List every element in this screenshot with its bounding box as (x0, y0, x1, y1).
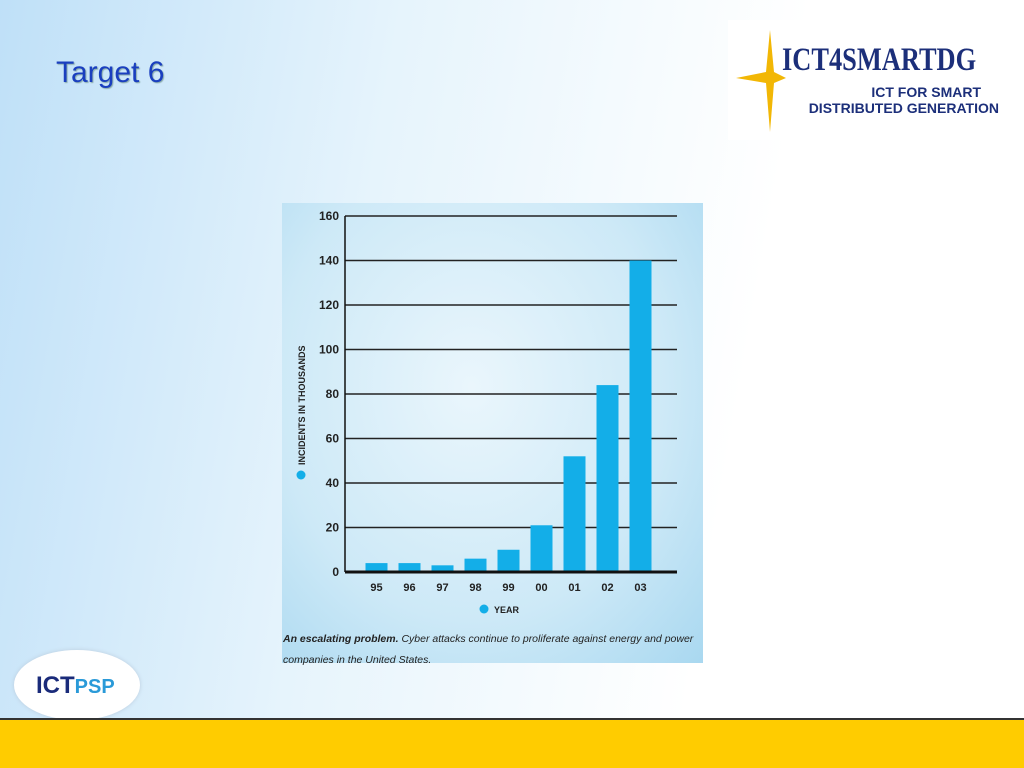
bar (398, 563, 421, 572)
y-tick-label: 80 (326, 387, 340, 401)
y-tick-label: 160 (319, 209, 339, 223)
footer-logo-text: ICTPSP (36, 672, 115, 700)
y-axis-label: INCIDENTS IN THOUSANDS (297, 345, 307, 465)
x-tick-label: 97 (436, 582, 448, 594)
logo-line: ICT FOR SMART (871, 84, 981, 100)
y-tick-label: 40 (326, 476, 340, 490)
footer-logo: ICTPSP (14, 650, 140, 720)
caption: An escalating problem. Cyber attacks con… (283, 629, 703, 671)
logo-line: DISTRIBUTED GENERATION (808, 100, 999, 116)
x-tick-label: 99 (502, 582, 514, 594)
bar (464, 558, 487, 572)
bar (563, 456, 586, 572)
caption-lead: An escalating problem. (283, 633, 399, 645)
logo-name: ICT4SMARTDG (782, 42, 977, 78)
x-tick-label: 00 (535, 582, 547, 594)
bar (596, 385, 619, 572)
y-tick-label: 0 (332, 565, 339, 579)
bar (497, 549, 520, 572)
legend-dot (479, 604, 489, 614)
y-tick-label: 120 (319, 298, 339, 312)
y-tick-label: 140 (319, 254, 339, 268)
logo: ICT4SMARTDG ICT FOR SMART DISTRIBUTED GE… (728, 20, 1005, 140)
footer-logo-part: PSP (74, 676, 115, 698)
legend-dot (296, 470, 306, 480)
y-tick-label: 60 (326, 432, 340, 446)
y-tick-label: 100 (319, 343, 339, 357)
x-tick-label: 03 (634, 582, 646, 594)
x-tick-label: 01 (568, 582, 580, 594)
x-tick-label: 98 (469, 582, 481, 594)
footer-logo-part: ICT (36, 672, 75, 699)
x-tick-label: 02 (601, 582, 613, 594)
star (736, 30, 786, 132)
bar (431, 565, 454, 572)
slide-title: Target 6 (56, 56, 165, 89)
x-tick-label: 95 (370, 582, 382, 594)
bar (530, 525, 553, 572)
x-tick-label: 96 (403, 582, 415, 594)
bar (629, 260, 652, 572)
caption-text: Cyber attacks continue to proliferate ag… (283, 633, 694, 666)
footer-bar (0, 718, 1024, 768)
x-axis-label: YEAR (494, 605, 520, 615)
y-tick-label: 20 (326, 521, 340, 535)
bar (365, 563, 388, 572)
